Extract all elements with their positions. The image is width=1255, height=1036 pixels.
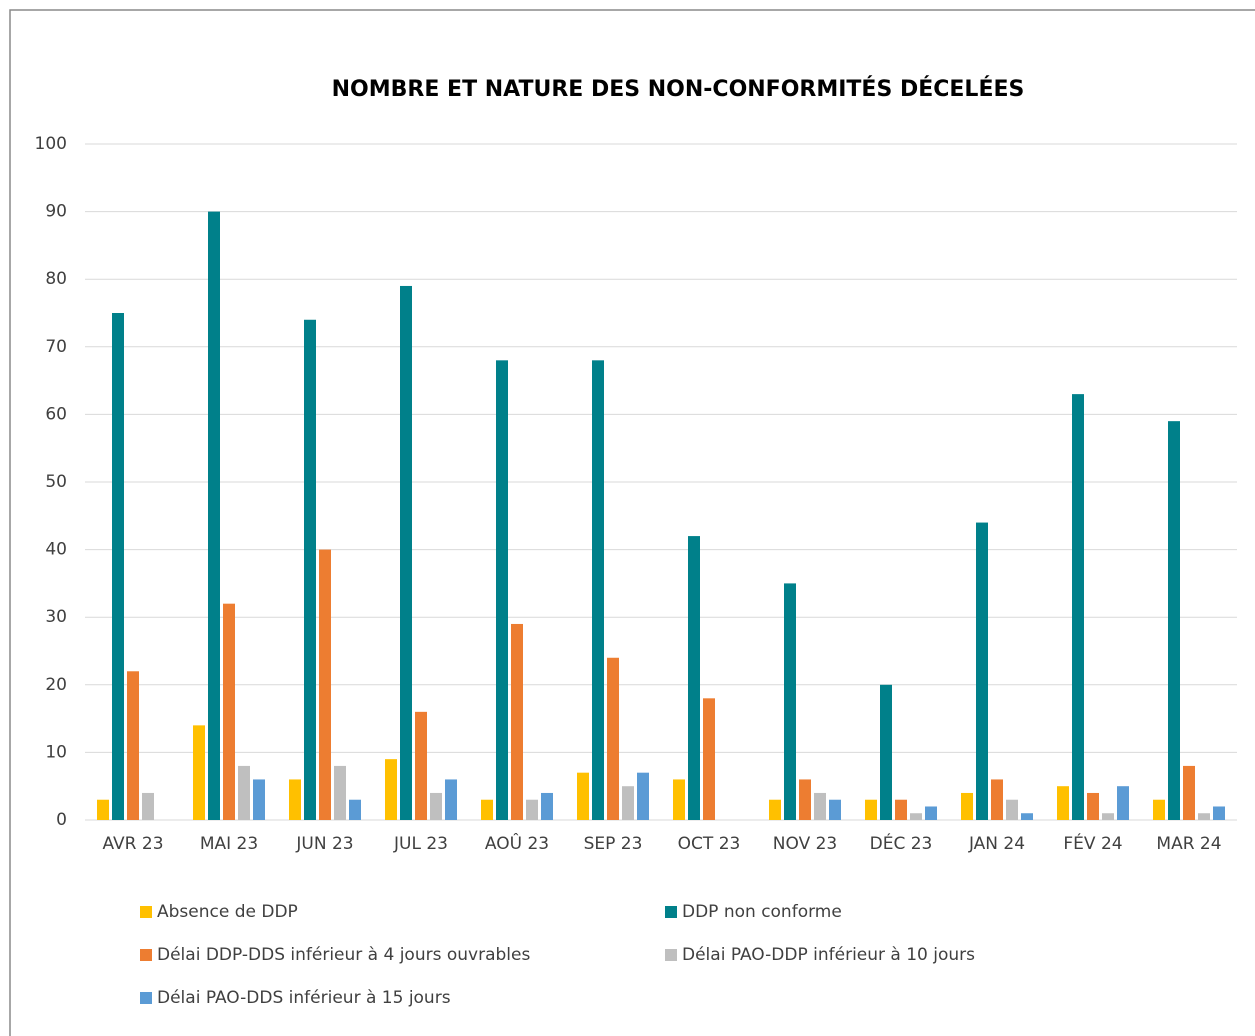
x-tick-label: NOV 23 bbox=[773, 834, 837, 854]
legend-label: Délai PAO-DDS inférieur à 15 jours bbox=[157, 988, 451, 1008]
bar bbox=[1198, 813, 1210, 820]
bar bbox=[97, 799, 109, 820]
y-tick-label: 10 bbox=[45, 742, 67, 762]
bar bbox=[925, 806, 937, 820]
legend-swatch bbox=[140, 906, 152, 918]
bar bbox=[1153, 799, 1165, 820]
bar bbox=[415, 711, 427, 820]
y-tick-label: 80 bbox=[45, 269, 67, 289]
bar bbox=[127, 671, 139, 820]
bar bbox=[910, 813, 922, 820]
bar bbox=[1057, 786, 1069, 820]
y-tick-label: 60 bbox=[45, 404, 67, 424]
bar bbox=[769, 799, 781, 820]
bar bbox=[445, 779, 457, 820]
y-tick-label: 0 bbox=[56, 810, 67, 830]
x-tick-label: DÉC 23 bbox=[870, 832, 933, 854]
y-tick-label: 70 bbox=[45, 337, 67, 357]
bar bbox=[1087, 792, 1099, 820]
bar bbox=[112, 313, 124, 820]
bar bbox=[334, 765, 346, 820]
y-tick-label: 90 bbox=[45, 202, 67, 222]
x-tick-label: FÉV 24 bbox=[1063, 832, 1122, 854]
bar bbox=[829, 799, 841, 820]
bar bbox=[430, 792, 442, 820]
bar bbox=[541, 792, 553, 820]
bar bbox=[961, 792, 973, 820]
bar bbox=[784, 583, 796, 820]
bar bbox=[673, 779, 685, 820]
x-tick-label: MAI 23 bbox=[200, 834, 258, 854]
bar bbox=[703, 698, 715, 820]
x-tick-label: OCT 23 bbox=[678, 834, 741, 854]
bar bbox=[193, 725, 205, 820]
x-tick-label: JUN 23 bbox=[295, 834, 353, 854]
bar bbox=[607, 657, 619, 820]
bar bbox=[895, 799, 907, 820]
bar bbox=[592, 360, 604, 820]
x-tick-label: MAR 24 bbox=[1156, 834, 1221, 854]
y-tick-label: 50 bbox=[45, 472, 67, 492]
bar bbox=[238, 765, 250, 820]
bar bbox=[304, 319, 316, 820]
bar bbox=[637, 772, 649, 820]
bar bbox=[688, 536, 700, 820]
bar bbox=[385, 759, 397, 820]
bar bbox=[481, 799, 493, 820]
bar bbox=[577, 772, 589, 820]
bar bbox=[622, 786, 634, 820]
bar bbox=[1102, 813, 1114, 820]
legend-label: Délai PAO-DDP inférieur à 10 jours bbox=[682, 945, 975, 965]
y-tick-label: 40 bbox=[45, 540, 67, 560]
bar bbox=[880, 684, 892, 820]
legend-swatch bbox=[140, 949, 152, 961]
x-tick-label: AVR 23 bbox=[102, 834, 163, 854]
bar bbox=[526, 799, 538, 820]
legend-swatch bbox=[665, 906, 677, 918]
bar bbox=[208, 211, 220, 821]
bar bbox=[991, 779, 1003, 820]
legend-label: DDP non conforme bbox=[682, 902, 842, 922]
legend-swatch bbox=[665, 949, 677, 961]
bar bbox=[253, 779, 265, 820]
bar bbox=[865, 799, 877, 820]
bar bbox=[289, 779, 301, 820]
bar bbox=[799, 779, 811, 820]
x-tick-label: JUL 23 bbox=[393, 834, 448, 854]
bar bbox=[349, 799, 361, 820]
x-tick-label: SEP 23 bbox=[584, 834, 643, 854]
bar bbox=[814, 792, 826, 820]
bar bbox=[319, 549, 331, 820]
bar bbox=[223, 603, 235, 820]
bar bbox=[142, 792, 154, 820]
legend-label: Absence de DDP bbox=[157, 902, 298, 922]
bar bbox=[1021, 813, 1033, 820]
bar bbox=[1183, 765, 1195, 820]
y-tick-label: 100 bbox=[35, 134, 67, 154]
legend-label: Délai DDP-DDS inférieur à 4 jours ouvrab… bbox=[157, 945, 530, 965]
bar bbox=[1006, 799, 1018, 820]
bar bbox=[1072, 394, 1084, 820]
bar bbox=[400, 285, 412, 821]
bar bbox=[496, 360, 508, 820]
chart-title: NOMBRE ET NATURE DES NON-CONFORMITÉS DÉC… bbox=[332, 76, 1025, 102]
y-tick-label: 30 bbox=[45, 607, 67, 627]
bar bbox=[976, 522, 988, 820]
bar bbox=[1168, 421, 1180, 820]
bar bbox=[511, 623, 523, 820]
x-tick-label: JAN 24 bbox=[968, 834, 1025, 854]
legend-swatch bbox=[140, 992, 152, 1004]
x-tick-label: AOÛ 23 bbox=[485, 832, 549, 854]
bar bbox=[1213, 806, 1225, 820]
chart-border bbox=[9, 9, 1255, 1036]
y-tick-label: 20 bbox=[45, 675, 67, 695]
bar bbox=[1117, 786, 1129, 820]
